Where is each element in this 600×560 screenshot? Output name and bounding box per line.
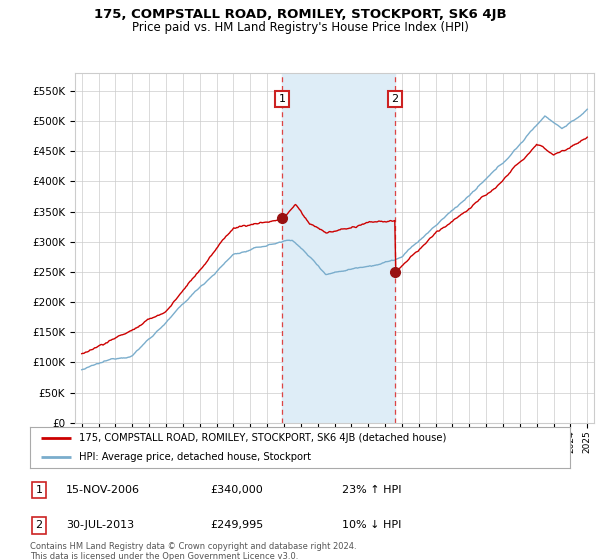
Text: Price paid vs. HM Land Registry's House Price Index (HPI): Price paid vs. HM Land Registry's House … — [131, 21, 469, 34]
Text: 23% ↑ HPI: 23% ↑ HPI — [342, 485, 401, 495]
Text: Contains HM Land Registry data © Crown copyright and database right 2024.
This d: Contains HM Land Registry data © Crown c… — [30, 542, 356, 560]
Text: 10% ↓ HPI: 10% ↓ HPI — [342, 520, 401, 530]
Text: HPI: Average price, detached house, Stockport: HPI: Average price, detached house, Stoc… — [79, 452, 311, 461]
Text: 15-NOV-2006: 15-NOV-2006 — [66, 485, 140, 495]
Bar — [282, 73, 395, 423]
Text: 2: 2 — [35, 520, 43, 530]
Text: £249,995: £249,995 — [210, 520, 263, 530]
Text: 2: 2 — [391, 94, 398, 104]
Text: 175, COMPSTALL ROAD, ROMILEY, STOCKPORT, SK6 4JB (detached house): 175, COMPSTALL ROAD, ROMILEY, STOCKPORT,… — [79, 433, 446, 443]
Text: 1: 1 — [278, 94, 286, 104]
Text: 1: 1 — [35, 485, 43, 495]
Text: £340,000: £340,000 — [210, 485, 263, 495]
Text: 175, COMPSTALL ROAD, ROMILEY, STOCKPORT, SK6 4JB: 175, COMPSTALL ROAD, ROMILEY, STOCKPORT,… — [94, 8, 506, 21]
Text: 30-JUL-2013: 30-JUL-2013 — [66, 520, 134, 530]
